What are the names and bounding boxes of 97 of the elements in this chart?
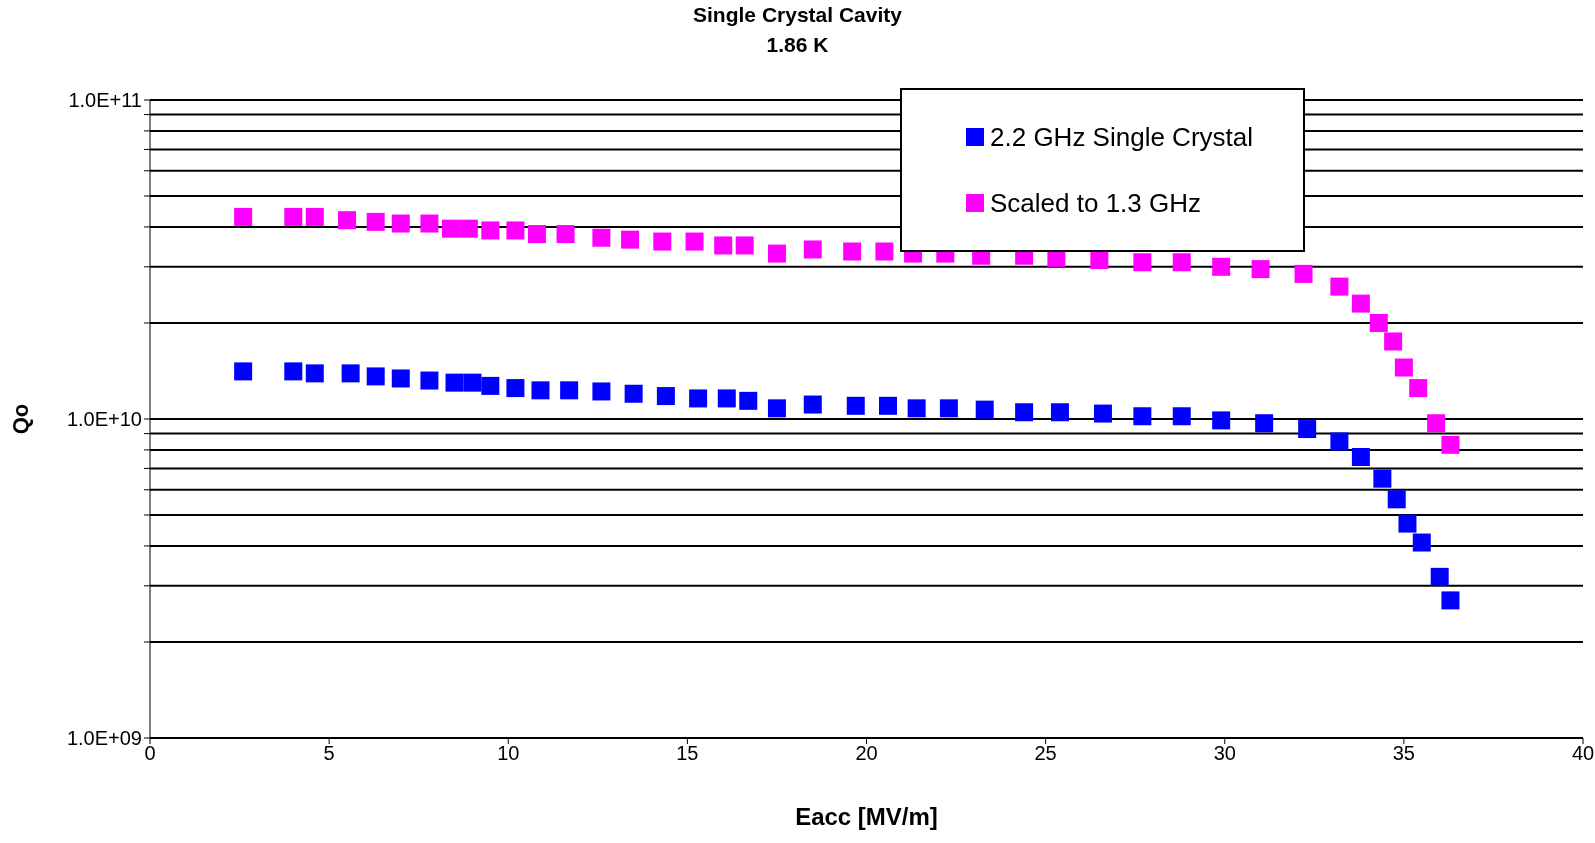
point [1133,407,1152,426]
point [879,396,897,415]
point [653,232,672,251]
point [1384,332,1403,351]
x-tick-label: 35 [1392,742,1415,765]
point [1093,404,1112,423]
point [624,384,643,403]
point [305,364,324,383]
point [1133,253,1152,272]
point [1330,277,1349,296]
y-tick-label: 1.0E+10 [66,408,142,431]
point [531,381,550,400]
point [1369,313,1388,332]
point [445,373,464,392]
x-tick-label: 40 [1571,742,1595,765]
point [284,207,303,226]
point [1330,432,1349,451]
point [556,225,575,244]
point [527,225,546,244]
point [1050,403,1069,422]
point [592,382,611,401]
point [717,389,736,408]
point [459,219,478,238]
point [366,212,385,231]
x-axis-title: Eacc [MV/m] [795,803,938,830]
point [592,228,611,247]
point [939,399,958,418]
point [685,232,704,251]
x-tick-label: 15 [676,742,699,765]
point [846,396,865,415]
x-tick-label: 30 [1213,742,1236,765]
point [1427,414,1446,433]
point [1409,379,1428,398]
point [1351,448,1370,467]
point [463,373,482,392]
point [391,369,410,388]
point [1412,533,1431,552]
point [506,221,525,240]
point [506,379,525,398]
point [735,236,754,255]
y-tick-label: 1.0E+11 [68,89,142,112]
point [1251,260,1270,279]
point [338,211,357,230]
point [1387,490,1406,509]
point [1015,403,1034,422]
point [1298,420,1317,439]
legend-label: 2.2 GHz Single Crystal [990,121,1253,153]
x-tick-label: 10 [497,742,520,765]
point [1441,591,1460,610]
point [1441,435,1460,454]
point [803,395,822,414]
point [391,214,410,233]
point [560,381,579,400]
point [1172,253,1191,272]
point [767,244,786,263]
point [1090,251,1109,270]
point [1212,257,1231,276]
point [843,242,862,261]
point [1294,264,1313,283]
point [366,367,385,386]
point [420,214,439,233]
point [481,221,500,240]
point [1212,411,1231,430]
x-tick-label: 5 [323,742,335,765]
point [1430,567,1449,586]
point [1351,294,1370,313]
point [1398,514,1417,533]
point [689,389,708,408]
x-tick-label: 20 [855,742,878,765]
x-tick-label: 0 [144,742,156,765]
point [975,400,994,419]
legend-label: Scaled to 1.3 GHz [990,187,1202,219]
point [767,399,786,418]
point [234,207,253,226]
point [441,219,460,238]
point [234,362,253,381]
chart-title: Single Crystal Cavity [692,2,903,28]
point [803,240,822,259]
point [907,399,926,418]
point [875,242,894,261]
point [739,391,758,410]
x-tick-label: 25 [1034,742,1057,765]
point [1394,358,1413,377]
y-tick-label: 1.0E+09 [66,727,142,750]
point [481,376,500,395]
point [341,364,360,383]
point [621,230,640,249]
point [714,236,733,255]
point [1255,414,1274,433]
y-axis-title: Qo [7,403,33,435]
point [656,387,675,406]
point [1172,407,1191,426]
point [284,362,303,381]
point [1373,469,1392,488]
point [420,371,439,390]
chart-subtitle: 1.86 K [765,32,830,58]
point [305,207,324,226]
